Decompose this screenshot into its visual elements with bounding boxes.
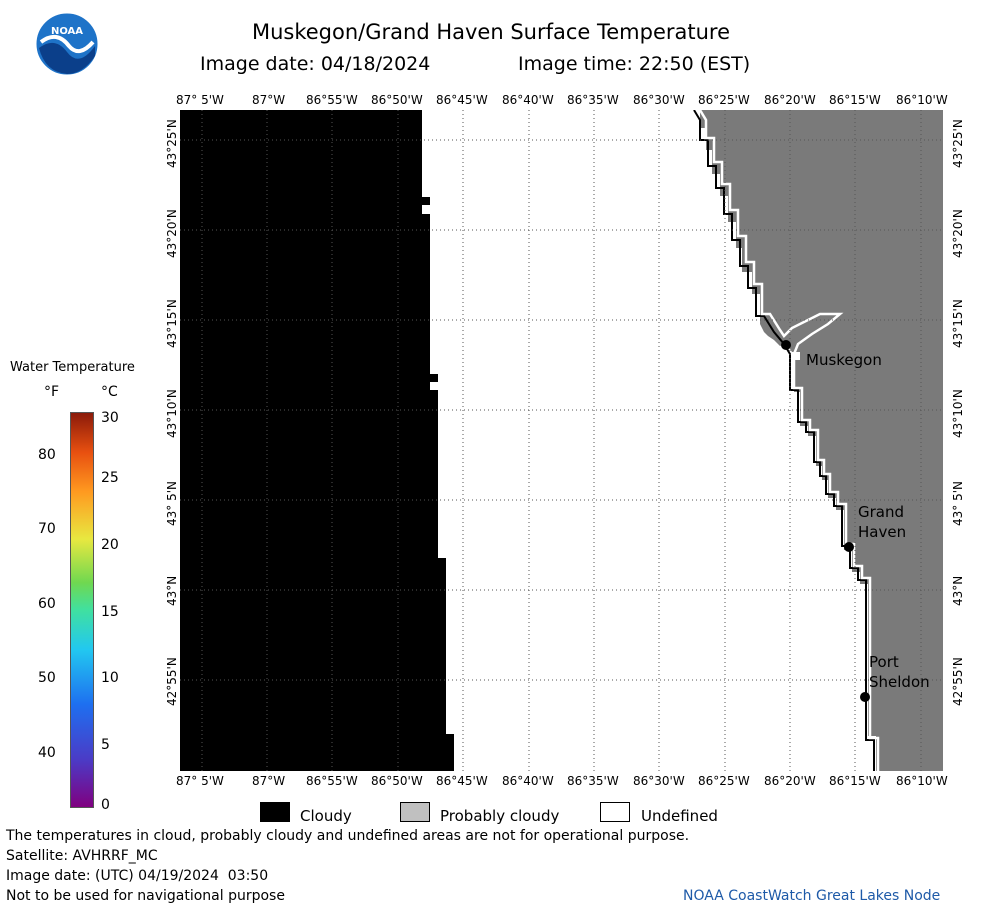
legend-label-probably-cloudy: Probably cloudy: [440, 807, 560, 825]
lat-tick: 43°20'N: [165, 209, 179, 258]
lat-tick: 43°10'N: [951, 389, 965, 438]
lon-tick: 86°45'W: [436, 774, 488, 788]
city-label-grand-haven: Grand Haven: [858, 503, 907, 541]
lat-tick: 43°N: [165, 575, 179, 606]
image-time-label: Image time: 22:50 (EST): [518, 53, 751, 75]
lon-tick: 87°W: [252, 93, 286, 107]
lon-tick: 86°15'W: [829, 774, 881, 788]
lat-tick: 43°15'N: [165, 299, 179, 348]
port-sheldon-marker: [860, 692, 870, 702]
credit-text: NOAA CoastWatch Great Lakes Node: [683, 888, 941, 904]
lat-tick: 43°25'N: [165, 119, 179, 168]
c-tick: 20: [101, 537, 119, 553]
lon-tick: 86°10'W: [896, 774, 948, 788]
lon-tick: 86°15'W: [829, 93, 881, 107]
lon-tick: 86°50'W: [371, 93, 423, 107]
colorbar-title: Water Temperature: [10, 360, 135, 375]
legend-label-undefined: Undefined: [641, 807, 718, 825]
c-tick: 0: [101, 797, 110, 813]
c-tick: 10: [101, 670, 119, 686]
lat-tick: 42°55'N: [951, 657, 965, 706]
lon-tick: 87°W: [252, 774, 286, 788]
city-label-port-sheldon: Port Sheldon: [869, 653, 930, 691]
legend-swatch-undefined: [600, 802, 630, 822]
c-tick: 15: [101, 604, 119, 620]
lat-tick: 43° 5'N: [951, 481, 965, 526]
grand-haven-marker: [844, 542, 854, 552]
lat-tick: 43°25'N: [951, 119, 965, 168]
map-panel: Muskegon Grand Haven Port Sheldon: [180, 110, 943, 771]
lon-tick: 86°20'W: [764, 774, 816, 788]
cloudy-region: [180, 110, 454, 771]
c-tick: 5: [101, 737, 110, 753]
lon-tick: 86°55'W: [306, 93, 358, 107]
f-tick: 60: [38, 596, 56, 612]
disclaimer-text: The temperatures in cloud, probably clou…: [6, 828, 690, 844]
lon-tick: 86°55'W: [306, 774, 358, 788]
legend-swatch-cloudy: [260, 802, 290, 822]
lon-tick: 86°35'W: [567, 774, 619, 788]
lon-tick: 86°30'W: [633, 774, 685, 788]
c-tick: 25: [101, 470, 119, 486]
legend-swatch-probably-cloudy: [400, 802, 430, 822]
lat-tick: 43°10'N: [165, 389, 179, 438]
f-tick: 70: [38, 521, 56, 537]
land-region: [700, 110, 943, 771]
colorbar-unit-f: °F: [44, 384, 60, 400]
noaa-logo: NOAA: [35, 12, 99, 76]
lat-tick: 43°20'N: [951, 209, 965, 258]
lat-tick: 43°N: [951, 575, 965, 606]
logo-text: NOAA: [50, 26, 84, 37]
lat-tick: 43° 5'N: [165, 481, 179, 526]
lon-tick: 86°40'W: [502, 774, 554, 788]
muskegon-marker: [781, 340, 791, 350]
lat-tick: 42°55'N: [165, 657, 179, 706]
lon-tick: 86°10'W: [896, 93, 948, 107]
lon-tick: 87° 5'W: [176, 93, 224, 107]
lon-tick: 86°45'W: [436, 93, 488, 107]
utc-date-text: Image date: (UTC) 04/19/2024 03:50: [6, 868, 269, 884]
lon-tick: 86°40'W: [502, 93, 554, 107]
f-tick: 40: [38, 745, 56, 761]
colorbar-gradient: [70, 412, 94, 808]
f-tick: 80: [38, 447, 56, 463]
legend-label-cloudy: Cloudy: [300, 807, 352, 825]
lon-tick: 86°25'W: [698, 774, 750, 788]
nav-warning-text: Not to be used for navigational purpose: [6, 888, 285, 904]
image-date-label: Image date: 04/18/2024: [200, 53, 431, 75]
noaa-logo-icon: [35, 12, 99, 76]
satellite-text: Satellite: AVHRRF_MC: [6, 848, 158, 864]
f-tick: 50: [38, 670, 56, 686]
city-label-muskegon: Muskegon: [806, 351, 882, 369]
lon-tick: 86°35'W: [567, 93, 619, 107]
c-tick: 30: [101, 410, 119, 426]
shoreline-white: [698, 110, 880, 771]
colorbar-unit-c: °C: [101, 384, 118, 400]
map-svg: [180, 110, 943, 771]
lon-tick: 87° 5'W: [176, 774, 224, 788]
page-title: Muskegon/Grand Haven Surface Temperature: [251, 20, 731, 44]
lat-tick: 43°15'N: [951, 299, 965, 348]
lon-tick: 86°20'W: [764, 93, 816, 107]
lon-tick: 86°50'W: [371, 774, 423, 788]
lon-tick: 86°25'W: [698, 93, 750, 107]
lon-tick: 86°30'W: [633, 93, 685, 107]
